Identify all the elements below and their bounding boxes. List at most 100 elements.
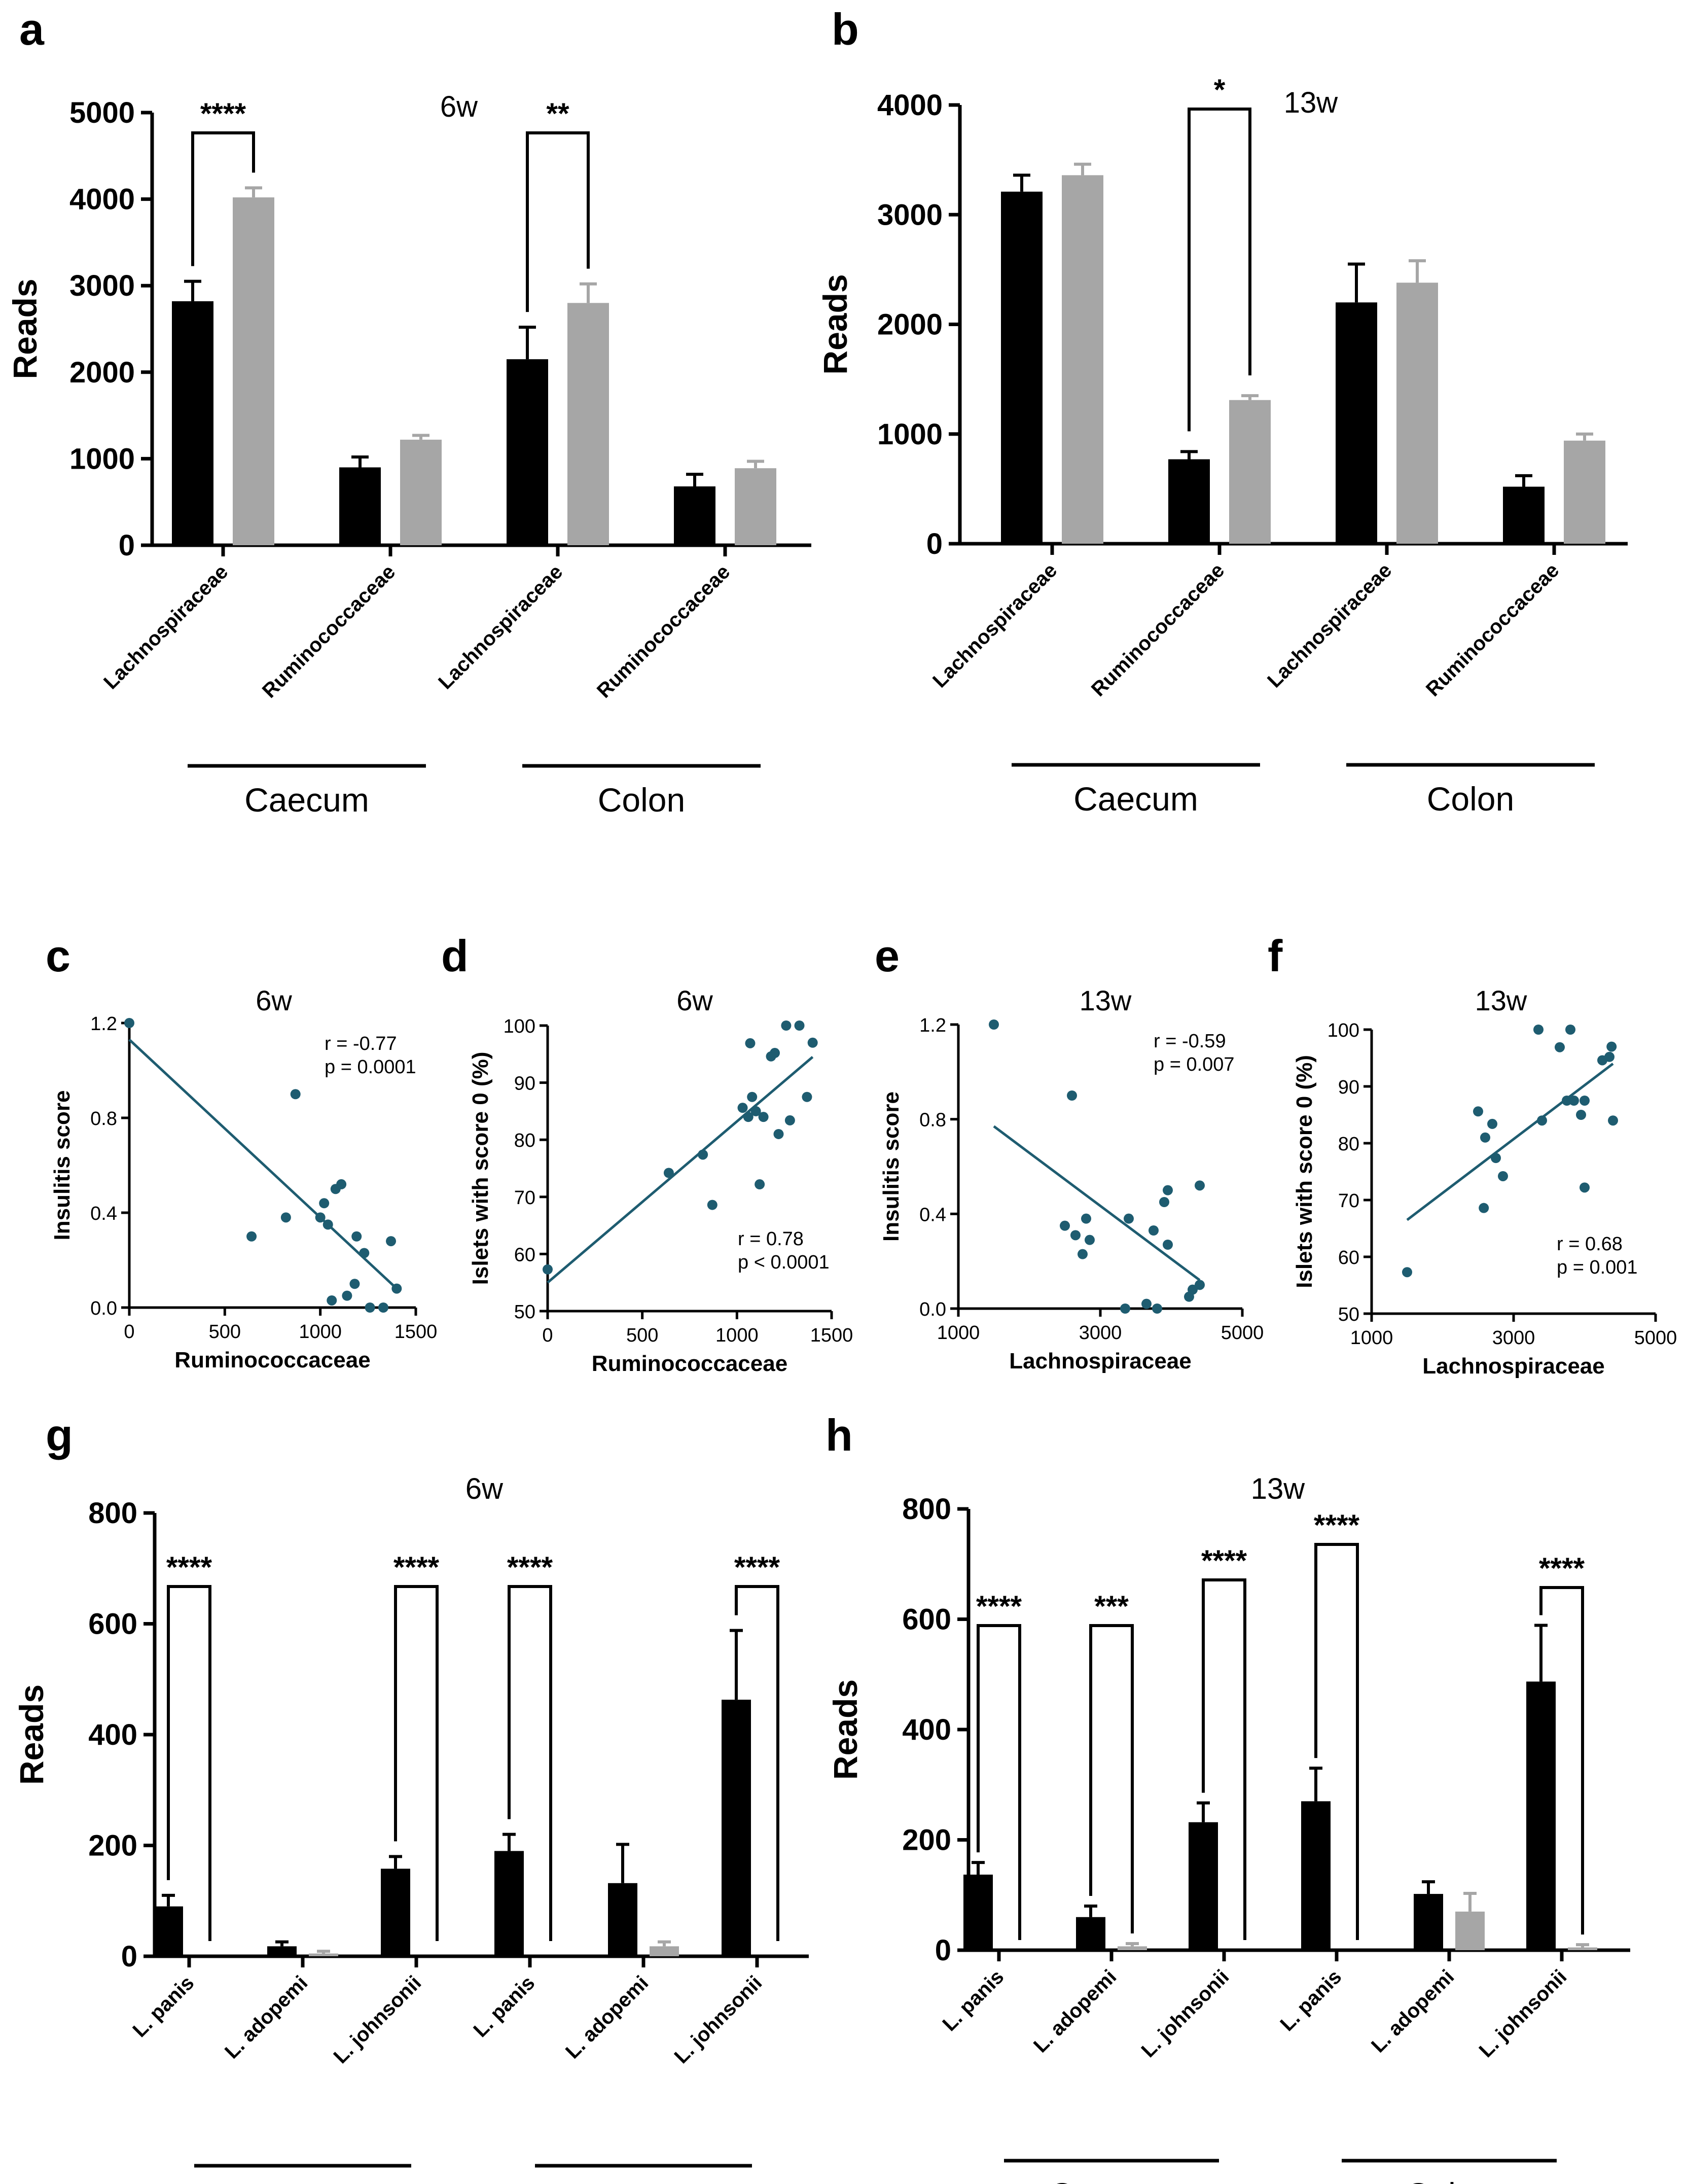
y-axis-title: Islets with score 0 (%) (468, 1052, 493, 1285)
y-tick-label: 100 (1328, 1020, 1359, 1041)
panel-letter-g: g (46, 1410, 73, 1460)
bar-gf (1062, 175, 1103, 544)
data-point (1060, 1220, 1070, 1231)
x-tick-label: L. adopemi (561, 1971, 653, 2063)
data-point (1195, 1280, 1205, 1290)
significance-bracket (394, 1585, 439, 1941)
y-tick-label: 5000 (69, 96, 135, 129)
data-point (1604, 1051, 1615, 1062)
stat-text: r = -0.77 (325, 1033, 397, 1054)
y-tick-label: 800 (88, 1497, 137, 1530)
y-tick-label: 200 (88, 1829, 137, 1862)
significance-label: **** (200, 97, 246, 130)
data-point (807, 1037, 818, 1048)
significance-label: **** (1201, 1544, 1247, 1577)
data-point (1152, 1304, 1162, 1314)
x-tick-label: L. panis (1276, 1965, 1346, 2035)
y-tick-label: 0 (926, 527, 943, 560)
x-tick-label: L. panis (128, 1971, 198, 2041)
x-tick-label: 500 (626, 1325, 658, 1346)
y-tick-label: 0.0 (919, 1299, 946, 1320)
stat-text: r = 0.68 (1557, 1234, 1623, 1255)
x-tick-label: L. johnsonii (330, 1971, 426, 2068)
y-tick-label: 0.8 (919, 1110, 946, 1131)
y-tick-label: 1.2 (919, 1015, 946, 1036)
y-tick-label: 0 (121, 1940, 137, 1973)
data-point (280, 1212, 291, 1223)
significance-label: **** (393, 1551, 440, 1584)
significance-label: ** (546, 97, 569, 130)
data-point (1491, 1153, 1501, 1164)
group-label: Caecum (1073, 780, 1198, 818)
y-tick-label: 0 (119, 529, 135, 562)
data-point (336, 1179, 347, 1189)
chart-title: 6w (465, 1472, 504, 1505)
significance-label: **** (1539, 1552, 1585, 1585)
x-tick-label: L. adopemi (1029, 1965, 1121, 2057)
x-tick-label: 1500 (810, 1325, 853, 1346)
bar-std (1526, 1681, 1556, 1950)
panel-letter-c: c (46, 931, 70, 981)
data-point (773, 1129, 784, 1139)
significance-label: *** (1094, 1590, 1129, 1623)
group-label: Caecum (1049, 2176, 1174, 2184)
bar-gf (1568, 1947, 1597, 1950)
x-tick-label: L. adopemi (1367, 1965, 1458, 2057)
y-axis-title: Islets with score 0 (%) (1292, 1055, 1317, 1288)
data-point (737, 1103, 748, 1113)
data-point (1562, 1096, 1572, 1106)
data-point (365, 1302, 375, 1313)
data-point (663, 1168, 674, 1178)
data-point (989, 1019, 999, 1030)
bar-gf (567, 303, 609, 545)
bar-std (1414, 1894, 1443, 1950)
y-tick-label: 50 (1338, 1304, 1359, 1325)
significance-bracket (1539, 1586, 1584, 1935)
x-tick-label: Ruminococcaceae (1087, 559, 1229, 701)
scatter-chart-c: 0.0 0.4 0.8 1.2 0 500 1000 1500 Ruminococcaceae I… (50, 984, 437, 1372)
data-point (1569, 1096, 1579, 1106)
significance-bracket (1314, 1543, 1359, 1940)
x-tick-label: Ruminococcaceae (258, 560, 400, 702)
data-point (1580, 1182, 1590, 1193)
data-point (378, 1302, 388, 1313)
bar-std (722, 1700, 751, 1956)
data-point (1533, 1025, 1544, 1035)
x-tick-label: 5000 (1634, 1327, 1677, 1349)
data-point (1487, 1118, 1497, 1129)
chart-title: 6w (256, 984, 292, 1016)
bar-std (1076, 1917, 1105, 1950)
bar-gf (1455, 1911, 1485, 1950)
data-point (1537, 1115, 1547, 1126)
x-tick-label: 1000 (1350, 1327, 1393, 1349)
bar-chart-a: 0 1000 2000 3000 4000 5000 Reads 6w Lachnospirac… (6, 90, 811, 819)
bar-gf (1118, 1946, 1147, 1950)
x-axis-title: Ruminococcaceae (174, 1348, 370, 1372)
bar-gf (1564, 440, 1605, 544)
x-tick-label: Ruminococcaceae (1422, 559, 1564, 701)
y-axis-title: Reads (13, 1684, 50, 1785)
y-tick-label: 600 (88, 1608, 137, 1641)
data-point (1124, 1213, 1134, 1224)
data-point (1163, 1240, 1173, 1250)
x-tick-label: 0 (124, 1321, 134, 1343)
chart-title: 13w (1251, 1472, 1306, 1505)
data-point (1480, 1132, 1490, 1143)
x-tick-label: L. panis (938, 1965, 1008, 2035)
bar-std (674, 486, 715, 545)
stat-text: r = 0.78 (738, 1228, 804, 1250)
data-point (327, 1295, 337, 1306)
bar-chart-b: 0 1000 2000 3000 4000 Reads 13w Lachnospiraceae… (816, 74, 1628, 818)
group-label: Colon (1427, 780, 1514, 818)
y-tick-label: 90 (1338, 1077, 1359, 1098)
significance-label: **** (166, 1551, 212, 1584)
data-point (707, 1200, 718, 1210)
x-axis-title: Ruminococcaceae (592, 1351, 787, 1376)
y-tick-label: 100 (504, 1016, 535, 1037)
data-point (1473, 1106, 1483, 1117)
data-point (1067, 1090, 1077, 1101)
x-tick-label: Lachnospiraceae (99, 560, 232, 693)
x-tick-label: Lachnospiraceae (928, 559, 1061, 692)
regression-line (993, 1125, 1201, 1282)
data-point (543, 1264, 553, 1275)
